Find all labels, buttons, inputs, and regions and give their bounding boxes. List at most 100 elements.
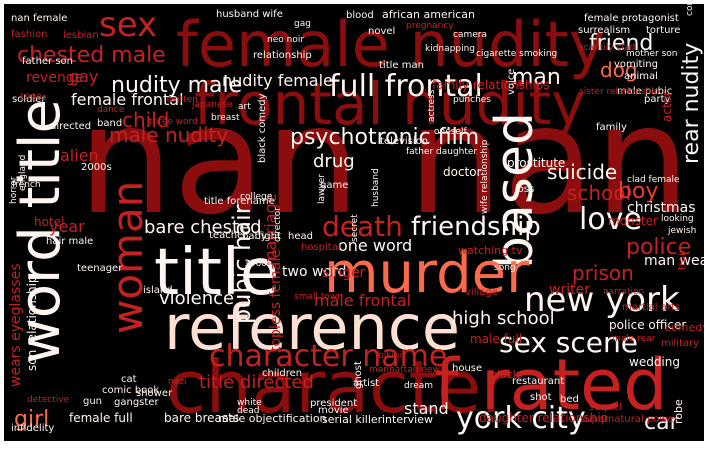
word-dog: dog	[600, 58, 638, 82]
word-band: band	[97, 118, 122, 129]
word-topless-female: topless female	[268, 249, 284, 352]
word-dead: dead	[237, 406, 259, 416]
word-2000s: 2000s	[81, 162, 112, 173]
word-house: house	[452, 363, 482, 374]
word-comic-book: comic book	[102, 385, 159, 396]
word-police: police	[626, 235, 691, 260]
word-children: children	[262, 368, 302, 379]
word-family: family	[596, 122, 627, 133]
word-lesbian: lesbian	[63, 30, 99, 41]
word-hair-male: hair male	[46, 236, 93, 247]
word-female-full: female full	[69, 411, 133, 425]
word-alien: alien	[60, 146, 99, 165]
word-japanese: japanese	[191, 100, 233, 110]
word-oneself: oneself	[434, 127, 467, 137]
word-rear-nudity: rear nudity	[679, 43, 704, 164]
word-wears-eyeglasses: wears eyeglasses	[8, 263, 24, 387]
word-bed: bed	[560, 394, 579, 405]
word-father-son: father son	[22, 56, 73, 67]
word-york-city: york city	[456, 401, 586, 436]
word-1990s: 1990s	[19, 93, 47, 103]
word-bare-breasts: bare breasts	[164, 411, 239, 425]
word-chested-male: chested male	[17, 43, 166, 68]
word-narration: narration	[603, 287, 644, 297]
word-love: love	[579, 202, 642, 237]
word-loss: loss	[515, 184, 534, 195]
word-television: television	[380, 136, 428, 147]
word-kidnapping: kidnapping	[425, 44, 475, 54]
word-wedding: wedding	[629, 355, 680, 369]
word-monster: monster	[608, 214, 658, 228]
word-nudity-male: nudity male	[111, 73, 242, 98]
word-woman: woman	[103, 181, 152, 334]
word-complex: complex	[685, 4, 695, 16]
word-watching-tv: watching tv	[458, 244, 523, 257]
word-cloud-canvas: nan nan female nudity frontal nudity charac…	[4, 4, 704, 441]
word-male-full: male full	[470, 332, 522, 346]
word-directed: directed	[50, 121, 91, 132]
word-police-officer: police officer	[609, 318, 686, 332]
word-nudity-female: nudity female	[222, 71, 333, 90]
word-frontal-nudity: frontal nudity	[194, 70, 586, 138]
word-blood: blood	[346, 10, 374, 21]
word-military: military	[661, 338, 699, 349]
word-black: black	[490, 368, 520, 381]
word-england: england	[18, 155, 28, 191]
word-baby: baby	[242, 231, 267, 242]
word-camera: camera	[453, 30, 487, 40]
word-novel: novel	[368, 26, 395, 37]
word-restaurant: restaurant	[512, 376, 564, 387]
word-director: director	[273, 207, 283, 242]
word-daughter-relationship: daughter relationship	[479, 411, 608, 425]
word-violence: violence	[159, 288, 234, 309]
word-cigarette-smoking: cigarette smoking	[476, 49, 557, 59]
word-dance: dance	[97, 105, 125, 115]
word-mother-son: mother son	[626, 49, 678, 59]
word-stand: stand	[404, 399, 449, 418]
word-small-town: small town	[294, 292, 343, 302]
word-comedy: comedy	[665, 321, 704, 334]
word-three-word: three word	[149, 117, 198, 127]
word-game: game	[320, 180, 348, 191]
word-song: song	[494, 263, 516, 273]
word-manhattan-new: manhattan new	[369, 365, 440, 375]
word-black-comedy: black comedy	[257, 93, 268, 163]
word-relationship: relationship	[253, 50, 312, 61]
word-writer: writer	[549, 282, 590, 298]
word-year: year	[49, 217, 85, 236]
word-husband-wife: husband wife	[216, 9, 283, 20]
word-infidelity: infidelity	[11, 423, 54, 434]
word-train: train	[677, 247, 688, 270]
word-serial-killer: serial killer	[322, 413, 383, 426]
word-man-wears: man wears	[644, 253, 704, 269]
word-death: death	[322, 210, 403, 243]
word-teacher: teacher	[209, 230, 248, 241]
word-animal: animal	[624, 71, 658, 82]
word-hotel: hotel	[34, 215, 64, 229]
word-family-relationships: family relationships	[432, 78, 550, 92]
word-child: child	[122, 108, 169, 132]
word-gag: gag	[294, 19, 311, 29]
word-father-daughter: father daughter	[406, 147, 477, 157]
word-shot: shot	[530, 392, 552, 403]
word-singer: singer	[322, 265, 366, 281]
word-fashion: fashion	[11, 29, 47, 40]
word-female-nudity: female nudity	[176, 8, 606, 81]
word-jewish: jewish	[667, 226, 696, 236]
word-detective: detective	[27, 395, 70, 405]
word-ghost: ghost	[353, 361, 364, 389]
word-character: character	[166, 345, 511, 429]
word-word-title: word title	[8, 99, 73, 364]
word-surrealism: surrealism	[578, 25, 630, 36]
word-one-word: one word	[338, 236, 412, 255]
word-marriage: marriage	[261, 193, 280, 266]
word-prison: prison	[572, 261, 634, 285]
word-actor: actor	[660, 91, 674, 122]
word-cat: cat	[121, 374, 137, 385]
word-hospital: hospital	[301, 242, 341, 253]
word-punches: punches	[453, 95, 491, 105]
word-full-frontal: full frontal	[329, 69, 483, 104]
word-nan-female: nan female	[11, 13, 67, 24]
